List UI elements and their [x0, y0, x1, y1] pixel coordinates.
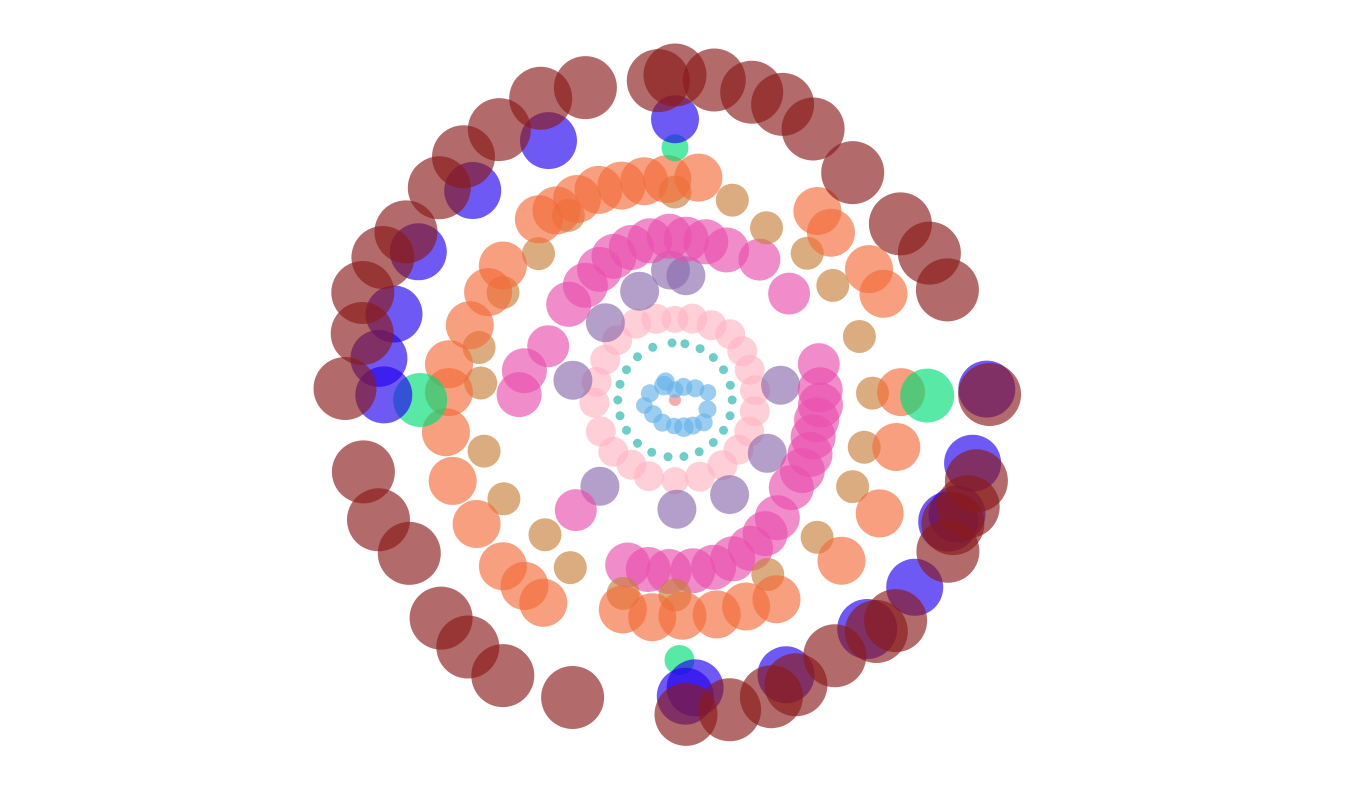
bubble-point — [553, 56, 617, 120]
series-5 — [496, 213, 843, 594]
bubble-point — [667, 338, 677, 348]
bubble-point — [768, 272, 811, 315]
bubble-point — [633, 438, 642, 448]
bubble-point — [467, 434, 501, 468]
bubble-point — [684, 461, 715, 492]
bubble-point — [747, 433, 787, 473]
bubble-point — [519, 578, 568, 627]
series-3 — [579, 303, 770, 495]
bubble-point — [374, 200, 438, 264]
bubble-point — [605, 542, 651, 588]
chart-marks — [313, 43, 1022, 746]
series-8 — [393, 134, 955, 675]
bubble-point — [487, 482, 521, 516]
bubble-point — [615, 379, 625, 389]
bubble-point — [522, 237, 555, 271]
bubble-point — [816, 268, 850, 302]
series-2 — [613, 338, 737, 462]
bubble-point — [496, 372, 542, 418]
bubble-point — [958, 363, 1022, 426]
bubble-point — [847, 430, 881, 464]
bubble-point — [428, 456, 477, 505]
bubble-point — [541, 666, 605, 729]
bubble-point — [585, 303, 625, 343]
bubble-point — [585, 416, 616, 447]
bubble-point — [528, 518, 562, 552]
bubble-point — [445, 301, 494, 350]
bubble-point — [680, 339, 690, 349]
bubble-point — [761, 365, 801, 405]
bubble-point — [658, 591, 707, 640]
bubble-point — [719, 365, 728, 375]
bubble-point — [821, 141, 885, 205]
series-1 — [636, 372, 717, 438]
bubble-point — [793, 187, 842, 235]
bubble-point — [666, 256, 706, 296]
bubble-point — [622, 365, 631, 375]
bubble-point — [781, 97, 845, 161]
bubble-point — [313, 357, 377, 420]
bubble-point — [916, 519, 980, 583]
bubble-point — [845, 245, 893, 294]
bubble-point — [704, 227, 750, 273]
bubble-point — [725, 380, 735, 390]
bubble-point — [679, 452, 689, 461]
bubble-point — [553, 360, 593, 400]
bubble-point — [640, 384, 659, 403]
bubble-point — [613, 395, 623, 405]
bubble-point — [915, 258, 979, 322]
bubble-point — [615, 411, 625, 421]
bubble-point — [750, 211, 783, 245]
bubble-point — [817, 536, 866, 585]
bubble-point — [661, 467, 689, 495]
bubble-point — [855, 489, 904, 538]
bubble-point — [727, 395, 737, 405]
series-6 — [462, 175, 889, 612]
series-4 — [553, 250, 801, 529]
bubble-point — [654, 682, 718, 746]
bubble-point — [347, 488, 410, 552]
bubble-point — [656, 372, 675, 391]
bubble-point — [694, 447, 704, 457]
bubble-point — [657, 489, 697, 529]
bubble-point — [514, 195, 563, 244]
bubble-point — [699, 384, 717, 401]
bubble-point — [331, 440, 395, 504]
bubble-point — [836, 470, 870, 504]
bubble-point — [842, 320, 876, 353]
bubble-point — [452, 500, 501, 548]
bubble-point — [719, 425, 728, 435]
series-10 — [313, 43, 1022, 746]
bubble-point — [695, 344, 705, 354]
bubble-point — [663, 452, 673, 462]
bubble-point — [738, 238, 781, 281]
bubble-point — [872, 423, 921, 471]
bubble-point — [708, 438, 718, 447]
bubble-point — [710, 475, 750, 515]
bubble-point — [409, 586, 473, 650]
series-7 — [421, 153, 926, 642]
bubble-point — [633, 352, 642, 362]
bubble-point — [708, 353, 718, 362]
bubble-point — [900, 368, 955, 423]
bubble-point — [553, 551, 587, 585]
bubble-point — [641, 303, 672, 334]
bubble-point — [752, 575, 801, 624]
bubble-point — [715, 183, 749, 217]
bubble-point — [648, 342, 658, 352]
bubble-point — [707, 450, 738, 481]
bubble-point — [554, 489, 597, 532]
bubble-point — [622, 425, 631, 435]
bubble-point — [725, 411, 735, 421]
bubble-point — [620, 271, 660, 311]
bubble-point — [647, 447, 657, 457]
